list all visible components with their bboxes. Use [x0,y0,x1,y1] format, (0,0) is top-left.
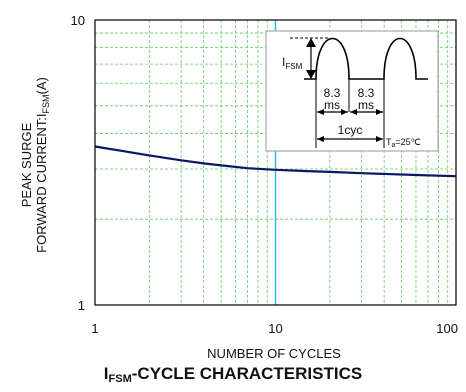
plot-frame [94,19,457,306]
x-tick-label: 100 [436,321,458,336]
period-label: 8.3 [324,86,341,100]
ambient-temp-label: Ta=25℃ [386,137,421,149]
inset-frame [265,30,439,152]
ifsm-label: IFSM [282,55,303,71]
ifsm-arrow-up [306,38,316,47]
y-axis-title-line1: PEAK SURGE [19,122,34,207]
chart-title: IFSM-CYCLE CHARACTERISTICS [103,364,363,385]
period-label: 8.3 [358,86,375,100]
period-arrow-head [376,109,383,115]
period-label: ms [324,98,340,112]
period-label: ms [358,98,374,112]
series-line [94,145,457,178]
period-arrow-head [350,109,357,115]
x-tick-label: 1 [91,321,98,336]
ifsm-arrow-down [306,70,316,79]
x-axis-title: NUMBER OF CYCLES [207,346,341,361]
y-axis-title: PEAK SURGE FORWARD CURRENT:IFSM(A) [19,77,51,253]
y-tick-label: 1 [78,298,85,313]
x-tick-label: 10 [268,321,282,336]
y-axis-title-line2: FORWARD CURRENT:IFSM(A) [34,77,51,253]
y-tick-label: 10 [71,13,85,28]
period-arrow-head [317,109,324,115]
cycle-arrow-head [376,136,383,142]
waveform-inset: IFSM 8.3 ms 8.3 ms 1cyc Ta=25℃ [265,30,439,152]
cycle-label: 1cyc [338,123,363,137]
surge-waveform [304,37,428,80]
period-arrow-head [341,109,348,115]
cycle-arrow-head [317,136,324,142]
